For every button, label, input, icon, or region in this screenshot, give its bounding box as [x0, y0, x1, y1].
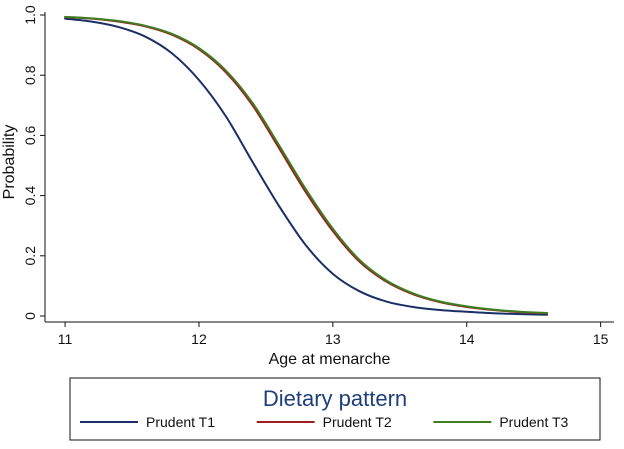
x-tick-label: 15 — [593, 331, 609, 347]
legend-item: Prudent T3 — [433, 414, 569, 430]
x-tick-label: 12 — [191, 331, 207, 347]
axes — [44, 12, 614, 323]
ticks: 11 12 13 14 15 0 0.2 0.4 0.6 0.8 1.0 — [22, 5, 609, 347]
legend-label: Prudent T3 — [499, 414, 568, 430]
y-tick-label: 0.2 — [22, 246, 38, 266]
y-tick-label: 0.8 — [22, 65, 38, 85]
series-lines — [64, 15, 549, 316]
x-tick-label: 13 — [325, 331, 341, 347]
legend: Dietary pattern Prudent T1 Prudent T2 Prud… — [69, 377, 601, 441]
series-line-prudent-t1 — [64, 17, 549, 316]
legend-items: Prudent T1 Prudent T2 Prudent T3 — [80, 414, 569, 430]
x-tick-label: 14 — [459, 331, 475, 347]
x-tick-label: 11 — [58, 331, 73, 347]
legend-title: Dietary pattern — [263, 386, 407, 411]
legend-item: Prudent T1 — [80, 414, 215, 430]
y-tick-label: 0 — [22, 312, 38, 320]
x-axis-title: Age at menarche — [269, 351, 391, 368]
legend-label: Prudent T1 — [146, 414, 215, 430]
legend-label: Prudent T2 — [323, 414, 392, 430]
y-axis-title: Probability — [1, 125, 18, 200]
legend-box — [69, 377, 601, 441]
y-tick-label: 1.0 — [22, 5, 38, 25]
y-tick-label: 0.6 — [22, 125, 38, 145]
series-line-prudent-t2 — [64, 16, 549, 315]
y-tick-label: 0.4 — [22, 186, 38, 206]
series-line-prudent-t3 — [64, 15, 549, 314]
legend-item: Prudent T2 — [256, 414, 392, 430]
